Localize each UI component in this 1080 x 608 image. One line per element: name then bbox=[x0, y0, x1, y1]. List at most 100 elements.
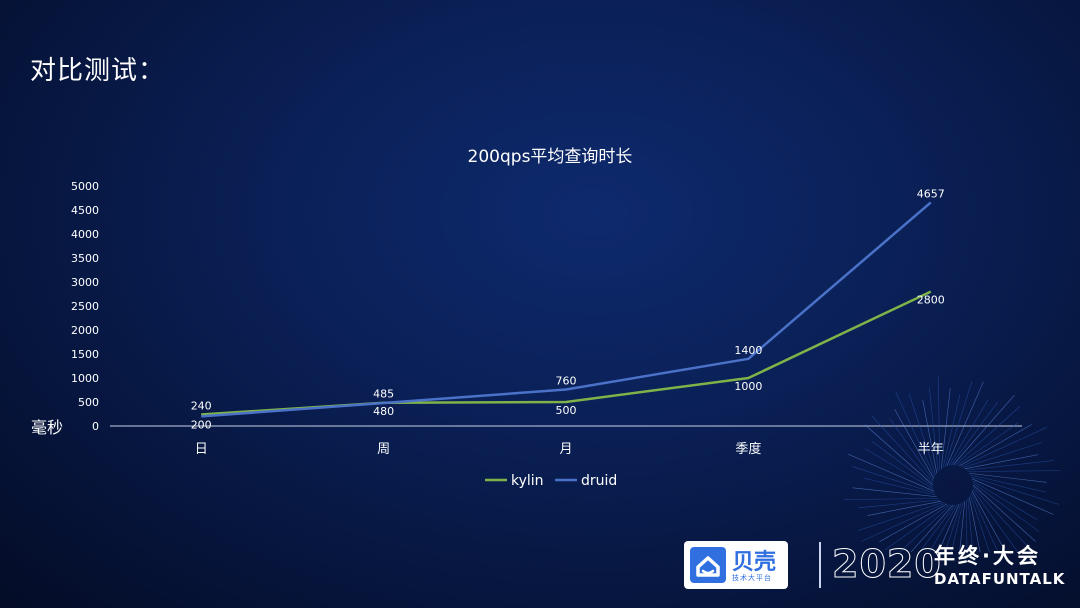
y-axis-label: 毫秒 bbox=[31, 418, 63, 437]
starburst-ray bbox=[962, 442, 1042, 468]
starburst-ray bbox=[864, 424, 934, 486]
data-label: 500 bbox=[556, 404, 577, 417]
starburst-ray bbox=[889, 418, 934, 482]
y-tick-label: 1500 bbox=[71, 348, 99, 361]
x-tick-label: 季度 bbox=[735, 441, 761, 457]
starburst-ray bbox=[944, 381, 973, 467]
starburst-ray bbox=[944, 503, 962, 552]
data-label: 200 bbox=[191, 418, 212, 431]
starburst-ray bbox=[967, 470, 1061, 472]
y-tick-label: 2000 bbox=[71, 324, 99, 337]
starburst-ray bbox=[847, 453, 935, 492]
data-label: 1400 bbox=[734, 344, 762, 357]
starburst-ray bbox=[863, 477, 936, 496]
starburst-ray bbox=[908, 393, 936, 476]
starburst-ray bbox=[928, 387, 939, 472]
starburst-ray bbox=[929, 504, 958, 552]
starburst-ray bbox=[938, 503, 960, 552]
data-label: 240 bbox=[191, 399, 212, 412]
starburst-ray bbox=[954, 406, 1021, 466]
starburst-ray bbox=[966, 499, 968, 552]
brand-divider bbox=[819, 542, 821, 588]
starburst-ray bbox=[867, 500, 942, 516]
starburst-ray bbox=[966, 460, 1055, 471]
starburst-ray bbox=[972, 488, 1019, 552]
data-label: 4657 bbox=[917, 187, 945, 200]
starburst-ray bbox=[961, 427, 1047, 468]
starburst-ray bbox=[922, 400, 938, 474]
starburst-ray bbox=[857, 502, 944, 531]
starburst-ray bbox=[952, 394, 1015, 466]
x-tick-label: 半年 bbox=[918, 442, 944, 457]
y-tick-label: 4000 bbox=[71, 228, 99, 241]
starburst-ray bbox=[938, 376, 940, 471]
starburst-ray bbox=[948, 399, 989, 466]
starburst-ray bbox=[940, 388, 951, 469]
starburst-ray bbox=[864, 448, 934, 490]
starburst-ray bbox=[858, 499, 940, 509]
y-tick-label: 3500 bbox=[71, 252, 99, 265]
starburst-ray bbox=[899, 504, 952, 552]
starburst-ray bbox=[964, 454, 1039, 470]
starburst-ray bbox=[967, 498, 974, 552]
y-tick-label: 1000 bbox=[71, 372, 99, 385]
starburst-ray bbox=[942, 394, 961, 468]
y-tick-label: 4500 bbox=[71, 204, 99, 217]
starburst-ray bbox=[895, 391, 936, 477]
starburst-ray bbox=[968, 496, 981, 552]
y-tick-label: 2500 bbox=[71, 300, 99, 313]
starburst-ray bbox=[972, 484, 1036, 542]
y-tick-label: 500 bbox=[78, 396, 99, 409]
data-label: 480 bbox=[373, 405, 394, 418]
legend-label: druid bbox=[581, 473, 617, 489]
brand-subtitle: 技术大平台 bbox=[732, 574, 772, 582]
brand-logo: 贝壳 技术大平台 bbox=[684, 541, 788, 589]
starburst-center bbox=[947, 479, 959, 491]
starburst-ray bbox=[970, 474, 1046, 493]
starburst-ray bbox=[959, 424, 1032, 467]
starburst-ray bbox=[950, 401, 999, 466]
starburst-ray bbox=[894, 409, 935, 479]
starburst-decoration bbox=[844, 376, 1061, 552]
starburst-ray bbox=[971, 476, 1060, 505]
starburst-ray bbox=[844, 498, 939, 500]
starburst-ray bbox=[852, 466, 935, 494]
starburst-ray bbox=[871, 415, 934, 484]
starburst-ray bbox=[872, 441, 934, 488]
chart-title: 200qps平均查询时长 bbox=[468, 147, 633, 167]
starburst-ray bbox=[969, 472, 1047, 483]
starburst-ray bbox=[956, 422, 1019, 466]
starburst-ray bbox=[910, 504, 954, 552]
data-label: 760 bbox=[556, 375, 577, 388]
slide-title: 对比测试： bbox=[30, 56, 166, 86]
event-name: 年终·大会 bbox=[934, 544, 1041, 568]
series-line-druid bbox=[201, 201, 932, 418]
starburst-ray bbox=[951, 502, 964, 552]
starburst-ray bbox=[970, 494, 990, 552]
starburst-ray bbox=[879, 503, 947, 542]
starburst-ray bbox=[972, 480, 1037, 520]
x-tick-label: 周 bbox=[377, 442, 390, 457]
starburst-ray bbox=[972, 482, 1040, 532]
starburst-ray bbox=[971, 491, 1007, 552]
starburst-ray bbox=[946, 381, 984, 467]
y-tick-label: 3000 bbox=[71, 276, 99, 289]
y-tick-label: 5000 bbox=[71, 180, 99, 193]
event-name-en: DATAFUNTALK bbox=[934, 570, 1066, 588]
starburst-ray bbox=[970, 493, 999, 552]
x-tick-label: 月 bbox=[559, 442, 572, 457]
starburst-ray bbox=[959, 501, 966, 552]
data-label: 1000 bbox=[734, 380, 762, 393]
brand-name: 贝壳 bbox=[732, 550, 777, 575]
legend-label: kylin bbox=[511, 473, 544, 489]
event-year: 2020 bbox=[832, 542, 942, 587]
starburst-ray bbox=[884, 504, 950, 551]
data-label: 485 bbox=[373, 388, 394, 401]
data-label: 2800 bbox=[917, 294, 945, 307]
series-line-kylin bbox=[201, 290, 932, 416]
house-icon bbox=[690, 547, 726, 583]
starburst-ray bbox=[971, 478, 1054, 515]
starburst-ray bbox=[852, 487, 937, 498]
x-tick-label: 日 bbox=[195, 442, 208, 457]
